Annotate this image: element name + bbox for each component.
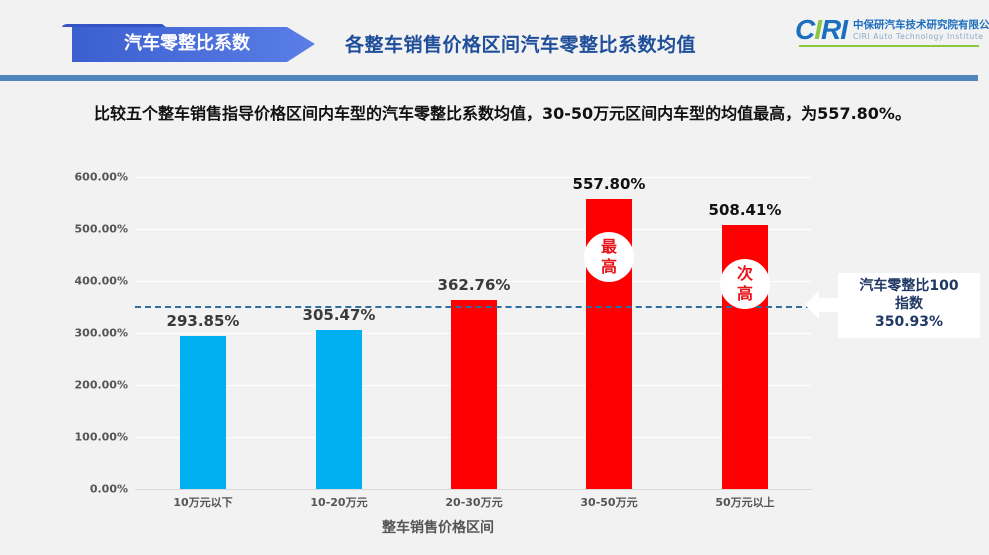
- bar-value-label: 557.80%: [572, 174, 646, 193]
- banner-arrow-shape: [62, 24, 315, 62]
- bar-value-label: 293.85%: [166, 312, 240, 331]
- gridline-500: [135, 229, 812, 230]
- logo-name-en: CIRI Auto Technology Institute: [853, 32, 984, 41]
- bar-10万元以下: [180, 336, 226, 489]
- x-axis-line: [135, 489, 812, 490]
- intro-paragraph: 比较五个整车销售指导价格区间内车型的汽车零整比系数均值，30-50万元区间内车型…: [94, 104, 911, 123]
- callout-arrow-icon: [805, 291, 841, 319]
- x-tick: 50万元以上: [715, 496, 775, 509]
- x-tick: 10万元以下: [173, 496, 233, 509]
- second-highest-badge: 次 高: [720, 259, 770, 309]
- logo-underline: [799, 45, 979, 47]
- gridline-600: [135, 177, 812, 178]
- x-tick: 10-20万元: [310, 496, 368, 509]
- bar-value-label: 362.76%: [437, 276, 511, 295]
- y-tick: 0.00%: [89, 482, 128, 496]
- y-tick: 200.00%: [74, 378, 128, 392]
- x-tick: 30-50万元: [580, 496, 638, 509]
- y-tick: 600.00%: [74, 170, 128, 184]
- header-divider: [0, 75, 978, 81]
- bar-10-20万元: [316, 330, 362, 489]
- bar-20-30万元: [451, 300, 497, 489]
- section-tag-banner: 汽车零整比系数: [62, 24, 317, 62]
- y-tick: 100.00%: [74, 430, 128, 444]
- y-tick: 300.00%: [74, 326, 128, 340]
- reference-line: [135, 305, 812, 308]
- section-tag: 汽车零整比系数: [124, 33, 250, 54]
- bar-value-label: 508.41%: [708, 200, 782, 219]
- bar-value-label: 305.47%: [302, 306, 376, 325]
- ciri-logo: CIRI 中保研汽车技术研究院有限公司 CIRI Auto Technology…: [795, 14, 989, 48]
- logo-name-cn: 中保研汽车技术研究院有限公司: [853, 19, 989, 31]
- x-tick: 20-30万元: [445, 496, 503, 509]
- gridline-400: [135, 281, 812, 282]
- slide-title: 各整车销售价格区间汽车零整比系数均值: [345, 34, 697, 56]
- reference-callout: 汽车零整比100 指数 350.93%: [838, 273, 980, 338]
- logo-mark: CIRI: [795, 14, 848, 45]
- x-axis-title: 整车销售价格区间: [382, 520, 494, 536]
- highest-badge: 最 高: [584, 232, 634, 282]
- y-tick: 400.00%: [74, 274, 128, 288]
- y-tick: 500.00%: [74, 222, 128, 236]
